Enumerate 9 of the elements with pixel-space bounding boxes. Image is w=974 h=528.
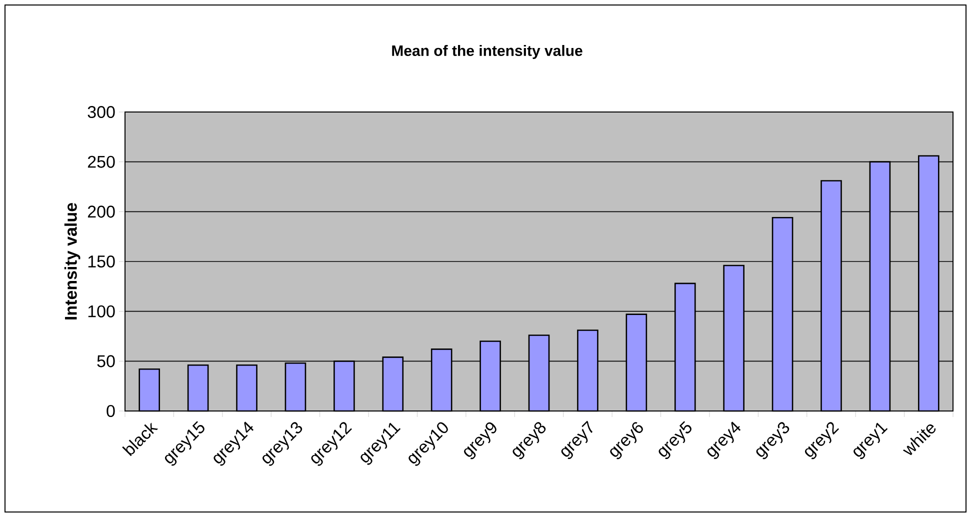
y-axis-title: Intensity value <box>64 203 80 320</box>
y-tick-label: 200 <box>88 206 115 218</box>
y-tick-label: 150 <box>88 255 115 268</box>
chart-title: Mean of the intensity value <box>392 45 582 59</box>
y-tick-label: 100 <box>88 305 115 318</box>
y-tick-label: 50 <box>97 355 115 368</box>
y-tick-label: 300 <box>88 106 115 118</box>
y-tick-label: 250 <box>88 156 115 168</box>
y-tick-label: 0 <box>106 404 115 418</box>
